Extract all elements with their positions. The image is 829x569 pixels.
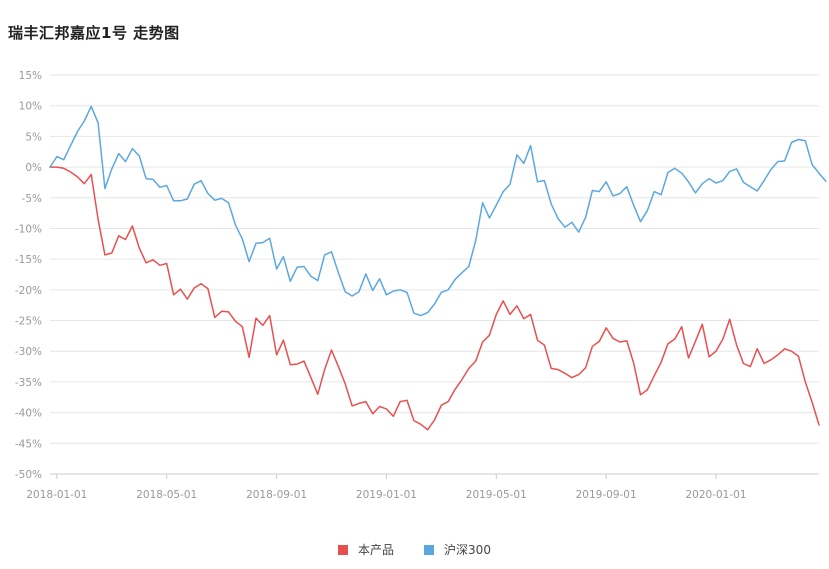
- y-tick-label: -20%: [15, 285, 42, 297]
- series-line-1[interactable]: [49, 166, 820, 431]
- y-tick-label: 0%: [25, 162, 42, 174]
- y-tick-label: -30%: [15, 346, 42, 358]
- legend-label-series-1: 本产品: [358, 543, 395, 557]
- legend: 本产品 沪深300: [0, 541, 829, 558]
- y-tick-label: 5%: [25, 131, 42, 143]
- legend-item-series-1[interactable]: 本产品: [338, 541, 394, 558]
- x-tick-label: 2018-05-01: [136, 489, 197, 501]
- x-tick-label: 2019-05-01: [466, 489, 527, 501]
- grid-lines: [50, 74, 819, 475]
- x-tick-label: 2018-09-01: [246, 489, 307, 501]
- y-tick-label: -50%: [15, 469, 42, 481]
- chart-title: 瑞丰汇邦嘉应1号 走势图: [8, 24, 180, 42]
- y-tick-label: -45%: [15, 438, 42, 450]
- legend-label-series-2: 沪深300: [444, 543, 491, 557]
- y-tick-label: -15%: [15, 254, 42, 266]
- legend-item-series-2[interactable]: 沪深300: [424, 541, 491, 558]
- y-tick-label: 15%: [19, 70, 42, 82]
- y-tick-label: 10%: [19, 101, 42, 113]
- y-tick-label: -35%: [15, 377, 42, 389]
- x-axis-ticks: 2018-01-01 2018-05-01 2018-09-01 2019-01-01…: [26, 474, 747, 501]
- y-axis-ticks: 15% 10% 5% 0% -5% -10% -15% -20% -25% -30% -35% -40…: [15, 70, 42, 481]
- y-tick-label: -25%: [15, 316, 42, 328]
- x-tick-label: 2019-09-01: [576, 489, 637, 501]
- series-lines: [49, 105, 827, 431]
- y-tick-label: -40%: [15, 408, 42, 420]
- legend-swatch-series-1: [338, 544, 349, 555]
- legend-swatch-series-2: [424, 544, 435, 555]
- y-tick-label: -10%: [15, 223, 42, 235]
- series-line-2[interactable]: [49, 105, 827, 317]
- x-tick-label: 2018-01-01: [26, 489, 87, 501]
- x-tick-label: 2020-01-01: [685, 489, 746, 501]
- x-tick-label: 2019-01-01: [356, 489, 417, 501]
- y-tick-label: -5%: [22, 193, 42, 205]
